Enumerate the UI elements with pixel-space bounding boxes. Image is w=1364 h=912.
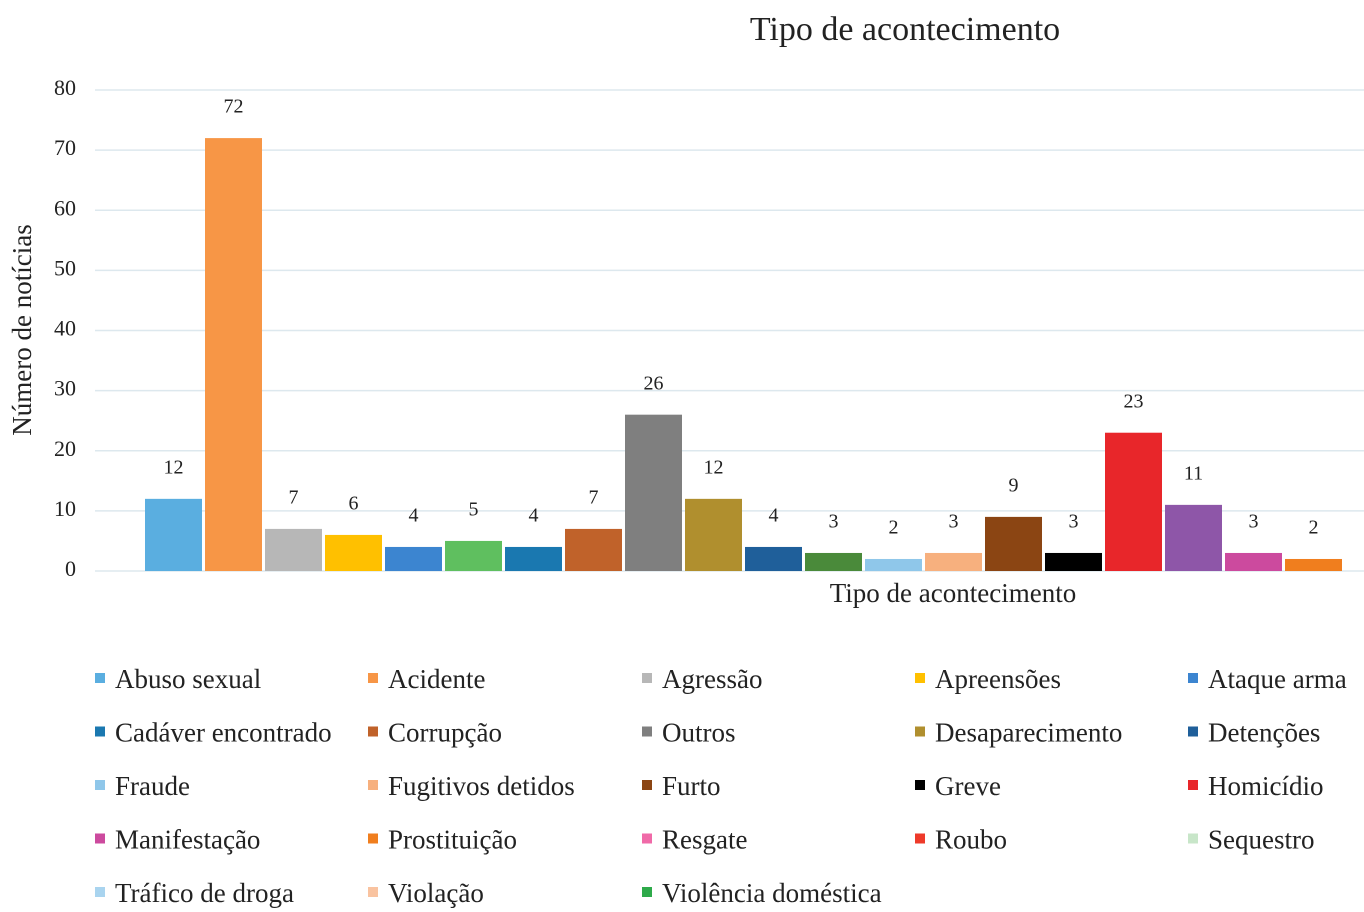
value-label: 12 <box>704 456 724 478</box>
y-tick-label: 20 <box>54 436 76 461</box>
legend-swatch <box>642 673 652 683</box>
bar <box>205 138 262 571</box>
value-label: 4 <box>529 505 539 527</box>
bar <box>445 540 502 571</box>
legend-swatch <box>642 726 652 737</box>
value-label: 4 <box>409 505 419 527</box>
value-label: 3 <box>949 511 959 533</box>
bar <box>145 498 202 571</box>
value-label: 3 <box>829 511 839 533</box>
bar <box>565 528 622 571</box>
legend-swatch <box>915 673 925 683</box>
y-tick-label: 40 <box>54 316 76 341</box>
legend-swatch <box>915 780 925 790</box>
legend-label: Outros <box>662 718 736 748</box>
legend-label: Acidente <box>388 664 485 694</box>
value-label: 7 <box>589 487 599 509</box>
value-label: 3 <box>1069 511 1079 533</box>
legend-label: Corrupção <box>388 718 502 748</box>
value-label: 7 <box>289 487 299 509</box>
y-axis-label: Número de notícias <box>7 224 37 435</box>
y-tick-label: 30 <box>54 376 76 401</box>
value-label: 12 <box>164 456 184 478</box>
legend-swatch <box>368 833 378 844</box>
value-label: 9 <box>1009 474 1019 496</box>
legend-label: Apreensões <box>935 664 1061 694</box>
bar <box>1165 504 1222 571</box>
bar <box>505 546 562 571</box>
legend-swatch <box>368 780 378 790</box>
legend-swatch <box>1188 833 1198 844</box>
y-tick-label: 50 <box>54 255 76 280</box>
legend-swatch <box>95 833 105 844</box>
legend-label: Fugitivos detidos <box>388 771 575 801</box>
legend-label: Resgate <box>662 825 747 855</box>
legend-swatch <box>1188 726 1198 737</box>
value-label: 23 <box>1124 390 1144 412</box>
legend-swatch <box>1188 780 1198 790</box>
value-label: 72 <box>224 96 244 118</box>
legend-label: Prostituição <box>388 825 517 855</box>
y-tick-label: 60 <box>54 195 76 220</box>
legend-swatch <box>915 833 925 844</box>
legend-label: Abuso sexual <box>115 664 261 694</box>
bar <box>685 498 742 571</box>
legend-swatch <box>95 726 105 737</box>
y-tick-label: 80 <box>54 75 76 100</box>
legend-label: Cadáver encontrado <box>115 718 332 748</box>
value-label: 4 <box>769 505 779 527</box>
bar <box>985 516 1042 571</box>
bar <box>1105 432 1162 571</box>
bar <box>1045 552 1102 571</box>
value-label: 11 <box>1184 462 1203 484</box>
legend-swatch <box>642 887 652 897</box>
legend-swatch <box>95 673 105 683</box>
legend-label: Tráfico de droga <box>115 878 294 908</box>
legend-label: Violação <box>388 878 484 908</box>
bar <box>805 552 862 571</box>
bar <box>865 558 922 571</box>
bar <box>925 552 982 571</box>
legend-label: Fraude <box>115 771 190 801</box>
legend-swatch <box>642 780 652 790</box>
legend-label: Detenções <box>1208 718 1320 748</box>
legend-swatch <box>915 726 925 737</box>
legend-swatch <box>95 780 105 790</box>
legend-swatch <box>95 887 105 897</box>
value-label: 3 <box>1249 511 1259 533</box>
legend-label: Agressão <box>662 664 762 694</box>
value-label: 2 <box>1309 517 1319 539</box>
bar <box>265 528 322 571</box>
legend-label: Furto <box>662 771 721 801</box>
legend-swatch <box>642 833 652 844</box>
legend-swatch <box>368 887 378 897</box>
bar <box>625 414 682 571</box>
legend-label: Greve <box>935 771 1001 801</box>
chart-title: Tipo de acontecimento <box>750 11 1060 48</box>
legend-label: Ataque arma <box>1208 664 1347 694</box>
y-tick-label: 70 <box>54 135 76 160</box>
y-tick-label: 10 <box>54 496 76 521</box>
bar <box>325 534 382 571</box>
bar <box>1225 552 1282 571</box>
bar <box>385 546 442 571</box>
value-label: 26 <box>644 372 664 394</box>
value-label: 6 <box>349 493 359 515</box>
legend-label: Violência doméstica <box>662 878 882 908</box>
legend-swatch <box>368 673 378 683</box>
x-axis-label: Tipo de acontecimento <box>830 578 1076 608</box>
legend-label: Desaparecimento <box>935 718 1122 748</box>
bar <box>1285 558 1342 571</box>
legend-label: Manifestação <box>115 825 260 855</box>
legend-swatch <box>1188 673 1198 683</box>
value-label: 2 <box>889 517 899 539</box>
legend-label: Roubo <box>935 825 1007 855</box>
legend-label: Homicídio <box>1208 771 1324 801</box>
bar <box>745 546 802 571</box>
legend-label: Sequestro <box>1208 825 1314 855</box>
value-label: 5 <box>469 499 479 521</box>
y-tick-label: 0 <box>65 556 76 581</box>
legend-swatch <box>368 726 378 737</box>
